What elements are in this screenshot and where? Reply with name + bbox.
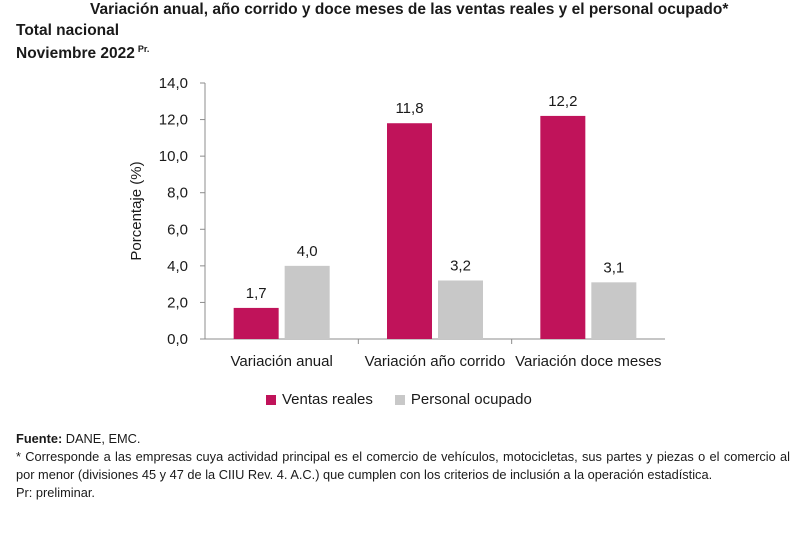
data-label-ventas-ano-corrido: 11,8 bbox=[395, 100, 423, 117]
y-axis-title: Porcentaje (%) bbox=[128, 161, 145, 260]
bar-chart: 0,0 2,0 4,0 6,0 8,0 10,0 12,0 14,0 Porcentaje (%… bbox=[128, 75, 665, 370]
legend-swatch-ventas bbox=[266, 394, 276, 405]
bar-ventas-anual bbox=[233, 307, 279, 339]
chart-title: Variación anual, año corrido y doce mese… bbox=[90, 1, 729, 18]
legend-swatch-personal bbox=[394, 394, 405, 405]
legend-item-personal: Personal ocupado bbox=[394, 391, 532, 408]
x-tick-label-anual: Variación anual bbox=[231, 353, 333, 370]
data-label-ventas-anual: 1,7 bbox=[246, 285, 267, 302]
source-note: Fuente: DANE, EMC. bbox=[16, 430, 790, 448]
chart-subtitle: Total nacional bbox=[16, 22, 120, 39]
chart-period: Noviembre 2022 Pr. bbox=[16, 44, 149, 63]
bar-ventas-ano-corrido bbox=[387, 123, 432, 339]
data-label-personal-ano-corrido: 3,2 bbox=[450, 257, 471, 274]
legend-item-ventas: Ventas reales bbox=[266, 391, 373, 408]
data-label-personal-doce-meses: 3,1 bbox=[603, 259, 624, 276]
source-label: Fuente: bbox=[16, 431, 63, 446]
bar-personal-doce-meses bbox=[591, 282, 637, 339]
y-tick-label: 12,0 bbox=[159, 112, 188, 129]
data-label-personal-anual: 4,0 bbox=[297, 243, 318, 260]
data-label-ventas-doce-meses: 12,2 bbox=[548, 93, 577, 110]
chart-notes: Fuente: DANE, EMC. * Corresponde a las e… bbox=[16, 430, 790, 502]
chart-legend: Ventas reales Personal ocupado bbox=[266, 391, 554, 408]
y-tick-label: 0,0 bbox=[167, 331, 188, 348]
legend-label-personal: Personal ocupado bbox=[410, 391, 532, 408]
y-tick-label: 2,0 bbox=[167, 294, 188, 311]
bar-personal-anual bbox=[284, 265, 330, 339]
period-mark: Pr. bbox=[137, 44, 150, 54]
y-tick-label: 8,0 bbox=[167, 185, 188, 202]
y-tick-label: 6,0 bbox=[167, 221, 188, 238]
y-tick-label: 14,0 bbox=[159, 75, 188, 92]
x-tick-label-ano-corrido: Variación año corrido bbox=[365, 353, 506, 370]
y-tick-label: 4,0 bbox=[167, 258, 188, 275]
period-text: Noviembre 2022 bbox=[16, 45, 135, 63]
y-tick-label: 10,0 bbox=[159, 148, 188, 165]
legend-label-ventas: Ventas reales bbox=[282, 391, 373, 408]
source-text: DANE, EMC. bbox=[65, 431, 141, 446]
x-tick-label-doce-meses: Variación doce meses bbox=[515, 353, 661, 370]
preliminary-note: Pr: preliminar. bbox=[16, 485, 95, 500]
bar-personal-ano-corrido bbox=[438, 280, 483, 339]
footnote: * Corresponde a las empresas cuya activi… bbox=[16, 449, 790, 482]
bar-ventas-doce-meses bbox=[540, 115, 586, 340]
